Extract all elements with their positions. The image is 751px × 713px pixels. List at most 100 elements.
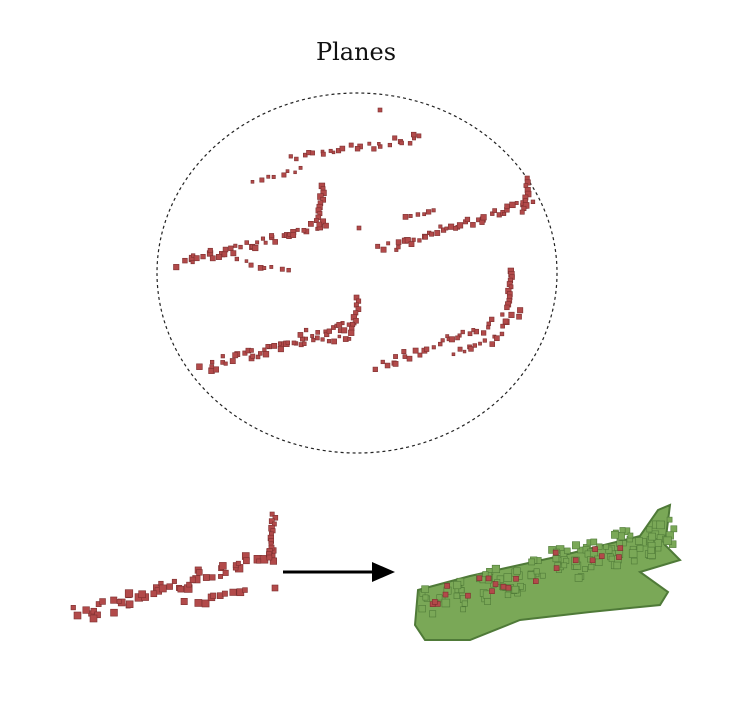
voxel	[320, 151, 326, 157]
voxel	[262, 351, 270, 358]
voxel	[177, 585, 185, 593]
voxel	[348, 329, 355, 336]
voxel	[242, 587, 248, 593]
voxel	[465, 592, 471, 599]
voxel	[150, 590, 158, 598]
voxel	[480, 214, 487, 221]
voxel	[455, 335, 460, 341]
voxel	[530, 199, 536, 204]
voxel	[259, 177, 265, 183]
voxel	[249, 348, 254, 353]
voxel	[260, 236, 266, 241]
voxel	[393, 354, 398, 359]
voxel	[598, 553, 605, 559]
voxel	[304, 336, 308, 341]
mesh-voxel	[503, 573, 512, 582]
voxel	[326, 339, 332, 344]
voxel	[377, 142, 381, 146]
voxel	[125, 600, 134, 608]
voxel	[166, 583, 173, 590]
voxel	[316, 221, 323, 228]
voxel	[519, 209, 525, 215]
voxel	[278, 341, 282, 346]
mesh-voxel	[436, 594, 443, 601]
mesh-voxel	[511, 585, 520, 594]
mesh-voxel	[441, 598, 451, 608]
voxel	[326, 328, 332, 334]
voxel	[310, 150, 315, 156]
voxel	[180, 597, 188, 605]
voxel	[442, 591, 449, 598]
voxel	[480, 330, 487, 336]
sparse-planes-group	[173, 107, 536, 374]
mesh-voxel	[628, 549, 638, 558]
mesh-voxel	[453, 592, 460, 599]
mesh-voxel	[460, 606, 467, 613]
voxel	[516, 313, 522, 320]
voxel	[417, 238, 422, 243]
voxel	[285, 340, 290, 345]
voxel	[377, 107, 383, 113]
voxel	[70, 605, 76, 611]
voxel	[90, 607, 97, 615]
voxel	[308, 221, 314, 227]
voxel	[404, 237, 411, 244]
voxel	[196, 363, 203, 370]
voxel	[401, 349, 407, 355]
voxel	[285, 169, 290, 173]
voxel	[138, 590, 146, 598]
voxel	[286, 267, 291, 273]
voxel	[424, 346, 430, 352]
voxel	[209, 364, 215, 369]
voxel	[402, 214, 409, 220]
mesh-voxel	[603, 544, 609, 550]
voxel	[269, 233, 275, 239]
voxel	[331, 338, 337, 345]
voxel	[513, 575, 519, 582]
voxel	[233, 243, 238, 248]
voxel	[486, 321, 491, 326]
voxel	[494, 335, 500, 342]
voxel	[194, 599, 203, 607]
voxel	[509, 201, 516, 209]
voxel	[402, 354, 408, 359]
voxel	[502, 318, 509, 325]
voxel	[235, 560, 241, 566]
voxel	[189, 576, 197, 583]
voxel	[476, 575, 483, 582]
completed-plane	[413, 503, 682, 641]
voxel	[372, 366, 378, 372]
dashed-circle	[156, 92, 558, 454]
mesh-voxel	[491, 564, 500, 574]
voxel	[432, 599, 438, 605]
mesh-voxel	[429, 610, 437, 618]
voxel	[407, 141, 413, 146]
voxel	[190, 260, 195, 265]
voxel	[353, 318, 359, 324]
voxel	[209, 359, 215, 365]
voxel	[490, 211, 495, 216]
voxel	[269, 511, 275, 517]
voxel	[371, 146, 377, 152]
voxel	[411, 237, 416, 242]
mesh-voxel	[646, 526, 653, 533]
voxel	[277, 346, 284, 353]
voxel	[182, 257, 188, 264]
voxel	[244, 259, 249, 263]
voxel	[456, 222, 464, 229]
mesh-voxel	[564, 547, 571, 555]
mesh-voxel	[513, 567, 521, 575]
voxel	[553, 565, 560, 571]
voxel	[392, 361, 399, 367]
voxel	[448, 223, 455, 230]
voxel	[489, 341, 496, 347]
voxel	[229, 588, 237, 596]
mesh-voxel	[647, 546, 655, 555]
voxel	[502, 212, 506, 216]
voxel	[399, 140, 404, 146]
voxel	[416, 133, 422, 139]
voxel	[336, 322, 343, 328]
single-sparse-plane	[70, 511, 279, 623]
voxel	[220, 354, 225, 359]
voxel	[500, 312, 505, 317]
